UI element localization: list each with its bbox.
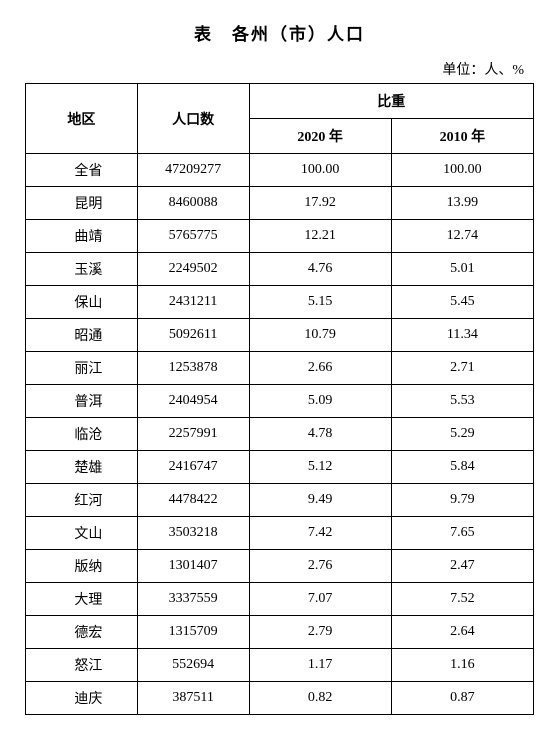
cell-region: 丽江 <box>26 352 138 385</box>
cell-region: 红河 <box>26 484 138 517</box>
cell-2020: 10.79 <box>249 319 391 352</box>
cell-region: 曲靖 <box>26 220 138 253</box>
cell-2010: 5.01 <box>391 253 533 286</box>
cell-2020: 2.79 <box>249 616 391 649</box>
table-row: 文山35032187.427.65 <box>26 517 534 550</box>
cell-population: 552694 <box>137 649 249 682</box>
cell-2010: 7.52 <box>391 583 533 616</box>
cell-2020: 100.00 <box>249 154 391 187</box>
cell-population: 5092611 <box>137 319 249 352</box>
cell-region: 昭通 <box>26 319 138 352</box>
cell-population: 1301407 <box>137 550 249 583</box>
table-row: 红河44784229.499.79 <box>26 484 534 517</box>
cell-region: 全省 <box>26 154 138 187</box>
col-population-header: 人口数 <box>137 84 249 154</box>
table-row: 昆明846008817.9213.99 <box>26 187 534 220</box>
cell-2010: 5.84 <box>391 451 533 484</box>
cell-2020: 17.92 <box>249 187 391 220</box>
cell-region: 大理 <box>26 583 138 616</box>
cell-2010: 5.45 <box>391 286 533 319</box>
cell-population: 4478422 <box>137 484 249 517</box>
cell-2010: 2.47 <box>391 550 533 583</box>
col-2020-header: 2020 年 <box>249 119 391 154</box>
table-header: 地区 人口数 比重 2020 年 2010 年 <box>26 84 534 154</box>
table-row: 楚雄24167475.125.84 <box>26 451 534 484</box>
cell-2010: 12.74 <box>391 220 533 253</box>
cell-population: 8460088 <box>137 187 249 220</box>
cell-region: 昆明 <box>26 187 138 220</box>
cell-2010: 2.64 <box>391 616 533 649</box>
table-row: 迪庆3875110.820.87 <box>26 682 534 715</box>
cell-2020: 1.17 <box>249 649 391 682</box>
cell-region: 楚雄 <box>26 451 138 484</box>
cell-2020: 2.76 <box>249 550 391 583</box>
table-row: 普洱24049545.095.53 <box>26 385 534 418</box>
cell-2020: 5.12 <box>249 451 391 484</box>
table-row: 昭通509261110.7911.34 <box>26 319 534 352</box>
cell-population: 2249502 <box>137 253 249 286</box>
cell-2010: 7.65 <box>391 517 533 550</box>
table-body: 全省47209277100.00100.00昆明846008817.9213.9… <box>26 154 534 715</box>
table-row: 曲靖576577512.2112.74 <box>26 220 534 253</box>
unit-label: 单位：人、% <box>25 59 534 79</box>
cell-2010: 11.34 <box>391 319 533 352</box>
table-title: 表 各州（市）人口 <box>25 20 534 45</box>
cell-2020: 4.76 <box>249 253 391 286</box>
cell-2020: 7.42 <box>249 517 391 550</box>
cell-region: 玉溪 <box>26 253 138 286</box>
cell-2010: 9.79 <box>391 484 533 517</box>
table-row: 怒江5526941.171.16 <box>26 649 534 682</box>
cell-population: 2416747 <box>137 451 249 484</box>
cell-population: 47209277 <box>137 154 249 187</box>
cell-2020: 7.07 <box>249 583 391 616</box>
table-row: 德宏13157092.792.64 <box>26 616 534 649</box>
cell-region: 迪庆 <box>26 682 138 715</box>
cell-population: 3337559 <box>137 583 249 616</box>
cell-population: 387511 <box>137 682 249 715</box>
table-row: 版纳13014072.762.47 <box>26 550 534 583</box>
cell-population: 1253878 <box>137 352 249 385</box>
cell-2020: 5.09 <box>249 385 391 418</box>
table-row: 丽江12538782.662.71 <box>26 352 534 385</box>
cell-population: 2257991 <box>137 418 249 451</box>
cell-population: 3503218 <box>137 517 249 550</box>
cell-population: 2431211 <box>137 286 249 319</box>
cell-region: 临沧 <box>26 418 138 451</box>
cell-region: 怒江 <box>26 649 138 682</box>
table-row: 临沧22579914.785.29 <box>26 418 534 451</box>
cell-2010: 0.87 <box>391 682 533 715</box>
table-row: 玉溪22495024.765.01 <box>26 253 534 286</box>
cell-region: 版纳 <box>26 550 138 583</box>
cell-2010: 5.53 <box>391 385 533 418</box>
cell-region: 文山 <box>26 517 138 550</box>
cell-2010: 2.71 <box>391 352 533 385</box>
cell-region: 保山 <box>26 286 138 319</box>
cell-population: 5765775 <box>137 220 249 253</box>
cell-2020: 0.82 <box>249 682 391 715</box>
cell-2020: 4.78 <box>249 418 391 451</box>
table-row: 保山24312115.155.45 <box>26 286 534 319</box>
cell-population: 2404954 <box>137 385 249 418</box>
col-2010-header: 2010 年 <box>391 119 533 154</box>
table-row: 全省47209277100.00100.00 <box>26 154 534 187</box>
cell-region: 普洱 <box>26 385 138 418</box>
cell-2020: 12.21 <box>249 220 391 253</box>
cell-2010: 100.00 <box>391 154 533 187</box>
col-ratio-group-header: 比重 <box>249 84 534 119</box>
col-region-header: 地区 <box>26 84 138 154</box>
cell-2010: 5.29 <box>391 418 533 451</box>
cell-2020: 5.15 <box>249 286 391 319</box>
cell-region: 德宏 <box>26 616 138 649</box>
cell-2020: 2.66 <box>249 352 391 385</box>
header-row-1: 地区 人口数 比重 <box>26 84 534 119</box>
table-row: 大理33375597.077.52 <box>26 583 534 616</box>
population-table: 地区 人口数 比重 2020 年 2010 年 全省47209277100.00… <box>25 83 534 715</box>
cell-2010: 1.16 <box>391 649 533 682</box>
cell-2020: 9.49 <box>249 484 391 517</box>
cell-2010: 13.99 <box>391 187 533 220</box>
cell-population: 1315709 <box>137 616 249 649</box>
